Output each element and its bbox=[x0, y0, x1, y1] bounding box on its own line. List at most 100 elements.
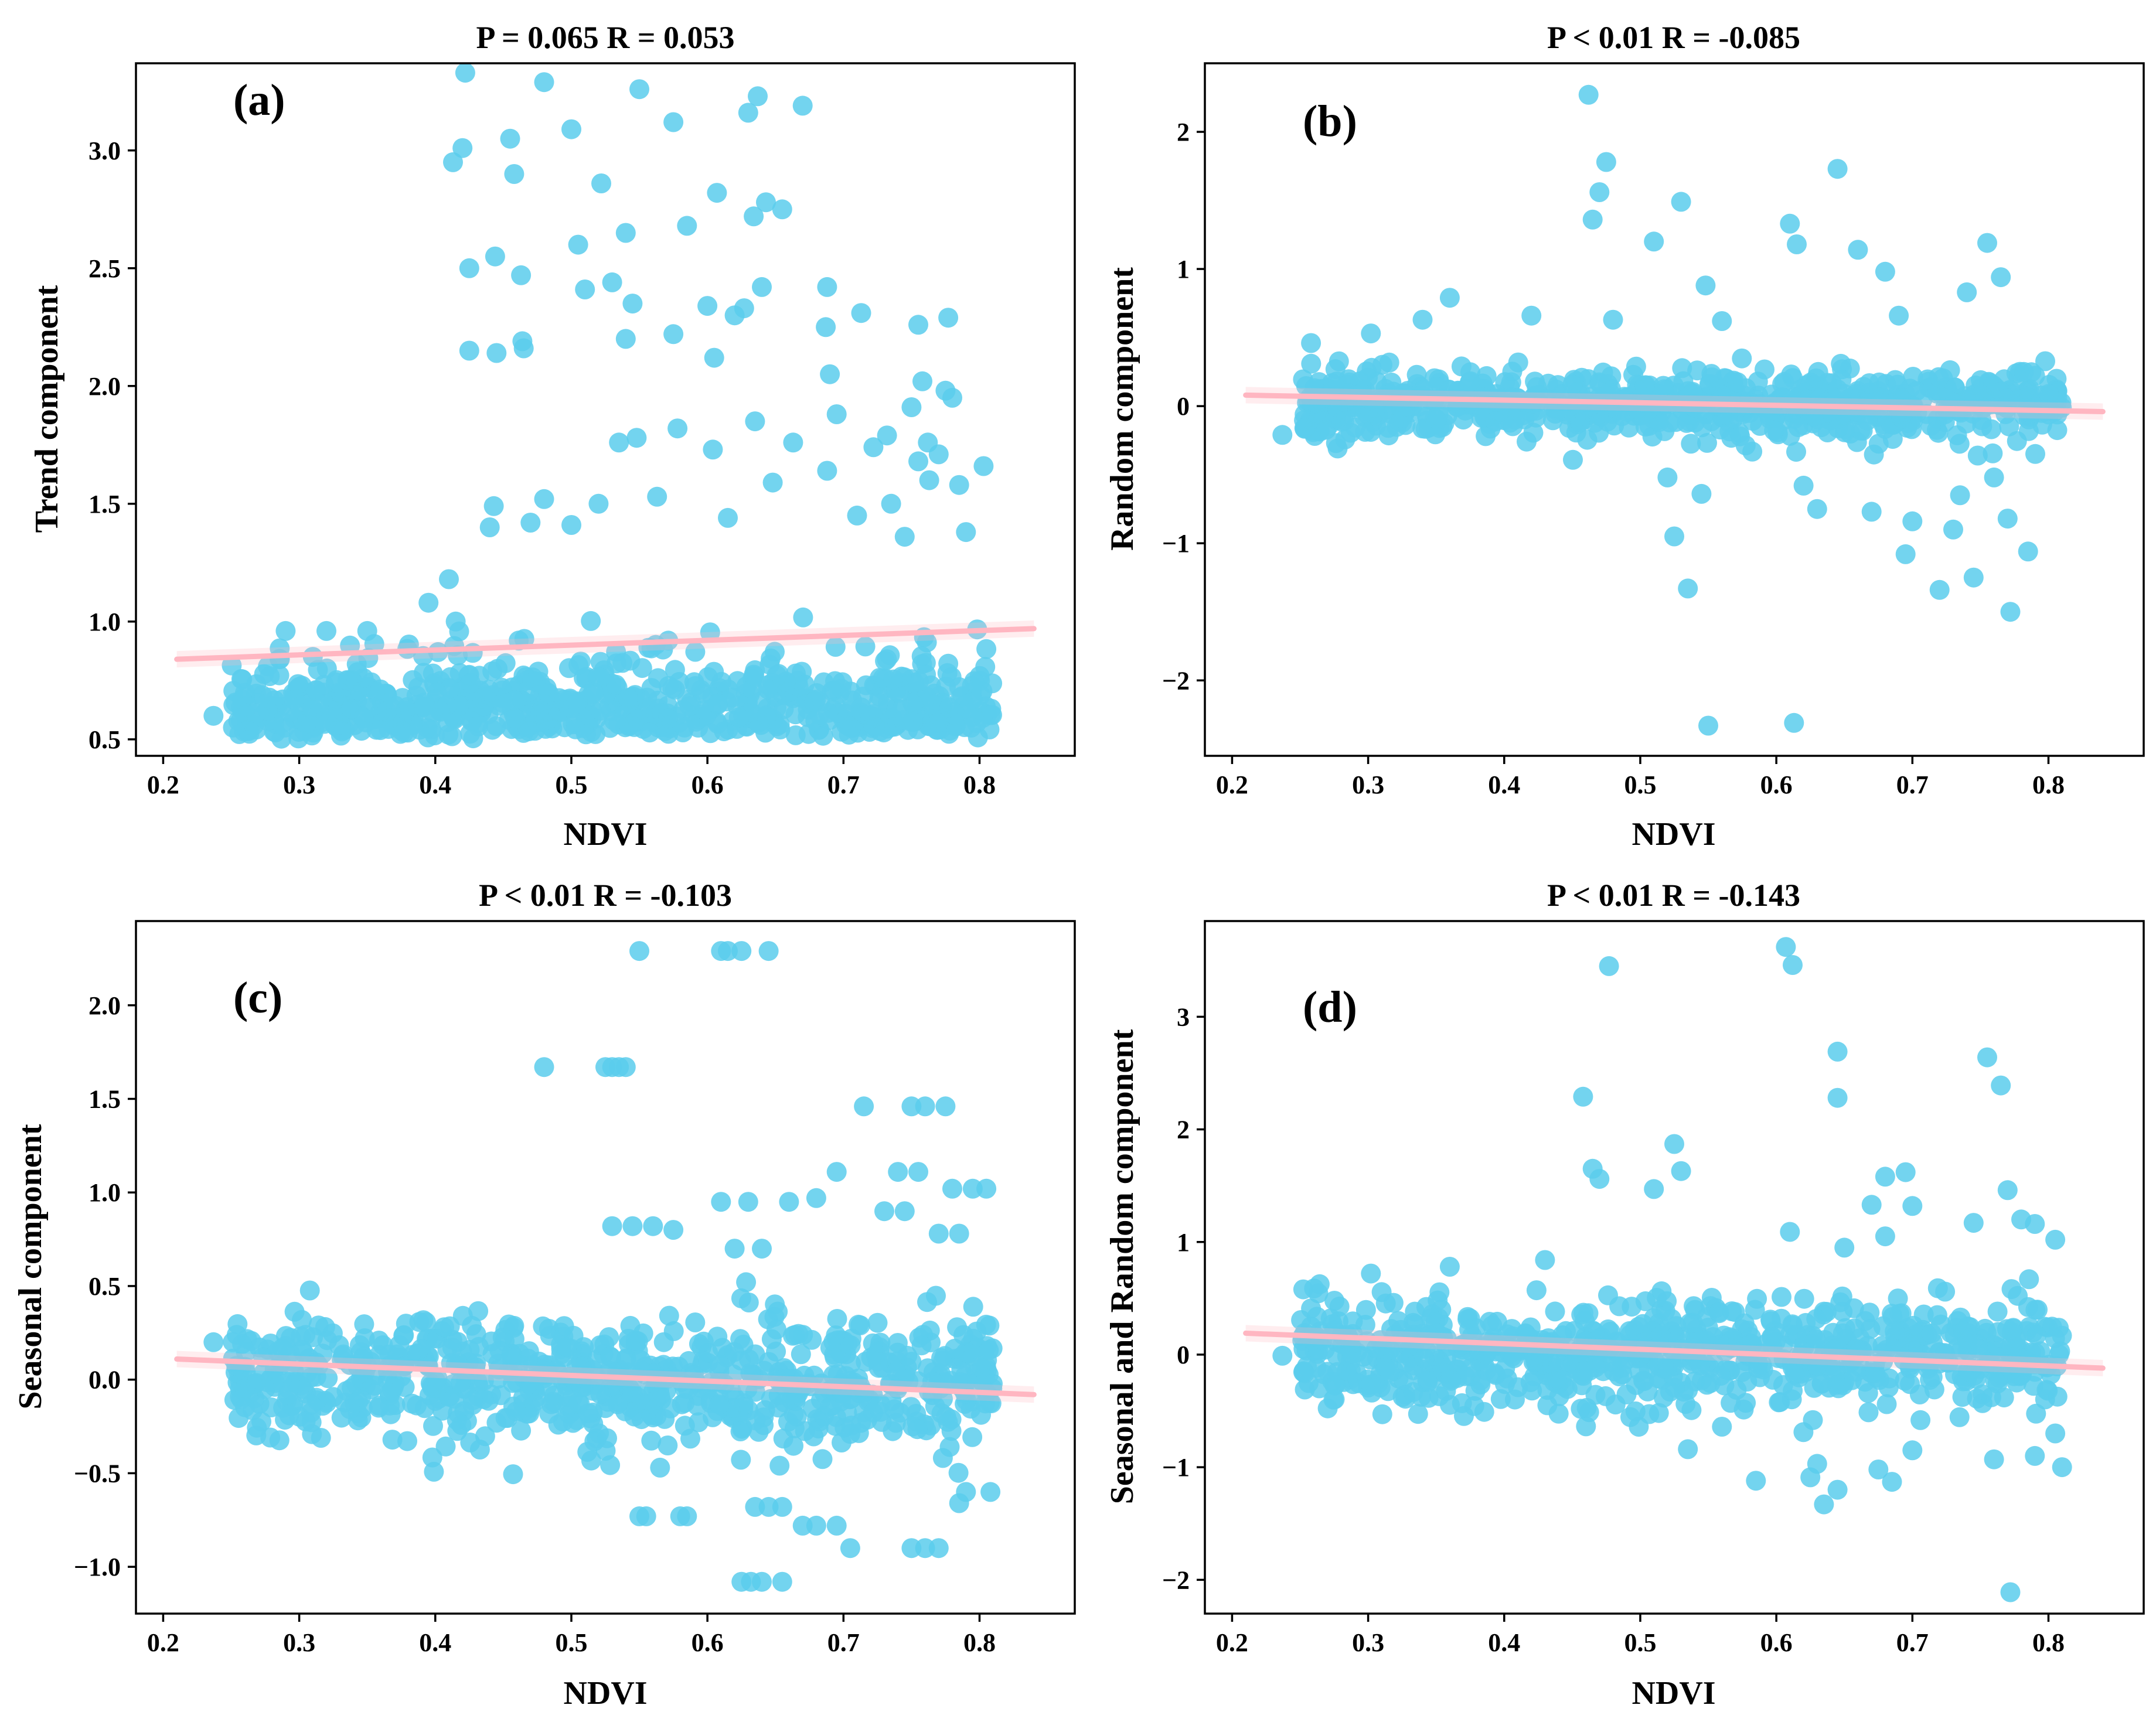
data-point bbox=[883, 669, 904, 690]
data-point bbox=[677, 1506, 697, 1526]
data-point bbox=[461, 673, 481, 693]
data-point bbox=[377, 701, 397, 721]
y-axis-label: Random component bbox=[1104, 267, 1140, 551]
regression-line bbox=[174, 626, 1037, 662]
data-point bbox=[452, 138, 473, 158]
data-point bbox=[718, 507, 738, 528]
data-point bbox=[976, 1178, 997, 1199]
data-point bbox=[1476, 426, 1496, 446]
data-point bbox=[949, 475, 969, 495]
data-point bbox=[479, 517, 500, 537]
data-point bbox=[1967, 1389, 1987, 1409]
y-tick-label: 2.0 bbox=[88, 991, 121, 1020]
data-point bbox=[685, 642, 706, 662]
data-point bbox=[949, 1493, 969, 1513]
data-point bbox=[397, 1431, 417, 1451]
data-point bbox=[2026, 1325, 2047, 1345]
data-point bbox=[1732, 348, 1752, 369]
data-point bbox=[803, 1426, 824, 1447]
data-point bbox=[867, 1351, 888, 1372]
data-point bbox=[874, 1201, 894, 1222]
data-point bbox=[745, 1410, 766, 1431]
data-point bbox=[1439, 1257, 1460, 1277]
data-point bbox=[863, 1333, 883, 1353]
data-point bbox=[880, 645, 900, 666]
data-point bbox=[414, 693, 435, 712]
data-point bbox=[1526, 1280, 1547, 1301]
x-tick-label: 0.6 bbox=[692, 1628, 724, 1657]
data-point bbox=[762, 472, 783, 493]
data-point bbox=[232, 669, 253, 690]
data-point bbox=[1665, 1377, 1685, 1398]
data-point bbox=[590, 700, 611, 721]
data-point bbox=[2025, 444, 2045, 464]
data-point bbox=[959, 698, 979, 718]
data-point bbox=[784, 1435, 803, 1456]
data-point bbox=[766, 1341, 786, 1362]
y-tick-label: 0.5 bbox=[88, 1272, 121, 1301]
data-point bbox=[724, 305, 745, 326]
data-point bbox=[1700, 374, 1720, 394]
x-tick-label: 0.4 bbox=[1488, 770, 1520, 799]
data-point bbox=[707, 693, 728, 714]
data-point bbox=[731, 1450, 751, 1470]
data-point bbox=[2041, 1364, 2061, 1385]
data-point bbox=[537, 1376, 557, 1397]
data-point bbox=[851, 303, 871, 323]
data-point bbox=[740, 1363, 761, 1383]
data-point bbox=[1293, 1362, 1313, 1382]
data-point bbox=[1927, 1278, 1948, 1298]
chart-title: P < 0.01 R = -0.085 bbox=[1547, 20, 1800, 55]
data-point bbox=[513, 338, 534, 359]
data-point bbox=[1742, 441, 1763, 462]
data-point bbox=[227, 1314, 248, 1334]
data-point bbox=[439, 569, 459, 589]
data-point bbox=[1784, 712, 1804, 733]
data-point bbox=[1953, 1321, 1973, 1342]
data-point bbox=[1664, 1134, 1684, 1154]
data-point bbox=[1991, 267, 2011, 288]
data-point bbox=[1657, 467, 1678, 487]
data-point bbox=[1865, 1363, 1885, 1383]
data-point bbox=[1272, 1345, 1293, 1366]
data-point bbox=[1868, 1460, 1889, 1479]
data-point bbox=[969, 666, 990, 686]
data-point bbox=[678, 1379, 699, 1400]
data-point bbox=[758, 679, 778, 700]
data-point bbox=[618, 688, 638, 708]
data-point bbox=[1682, 383, 1703, 404]
data-point bbox=[1616, 1385, 1637, 1404]
data-point bbox=[854, 1096, 874, 1117]
data-point bbox=[1949, 434, 1970, 454]
data-point bbox=[817, 277, 837, 297]
data-point bbox=[794, 1365, 815, 1386]
data-point bbox=[908, 1371, 928, 1392]
data-point bbox=[1634, 376, 1655, 396]
data-point bbox=[1920, 415, 1941, 436]
data-point bbox=[452, 1305, 473, 1326]
data-point bbox=[1875, 1167, 1895, 1187]
data-point bbox=[728, 707, 749, 728]
data-point bbox=[1545, 1301, 1565, 1322]
data-point bbox=[1573, 401, 1593, 421]
data-point bbox=[956, 522, 976, 543]
data-point bbox=[908, 315, 928, 335]
data-point bbox=[288, 728, 309, 749]
y-tick-label: 1.5 bbox=[88, 1085, 121, 1113]
data-point bbox=[1985, 1370, 2005, 1391]
data-point bbox=[1875, 1226, 1895, 1247]
data-point bbox=[911, 646, 932, 666]
data-point bbox=[1521, 305, 1542, 326]
data-point bbox=[1378, 418, 1399, 438]
data-point bbox=[455, 63, 475, 83]
data-point bbox=[554, 690, 574, 710]
data-point bbox=[2026, 1403, 2046, 1424]
data-point bbox=[643, 1216, 663, 1236]
data-point bbox=[641, 1430, 662, 1451]
data-point bbox=[370, 679, 390, 700]
data-point bbox=[663, 1321, 684, 1341]
data-point bbox=[772, 199, 792, 220]
data-point bbox=[724, 1239, 745, 1259]
data-point bbox=[949, 1223, 969, 1244]
chart-title: P < 0.01 R = -0.103 bbox=[479, 878, 732, 913]
